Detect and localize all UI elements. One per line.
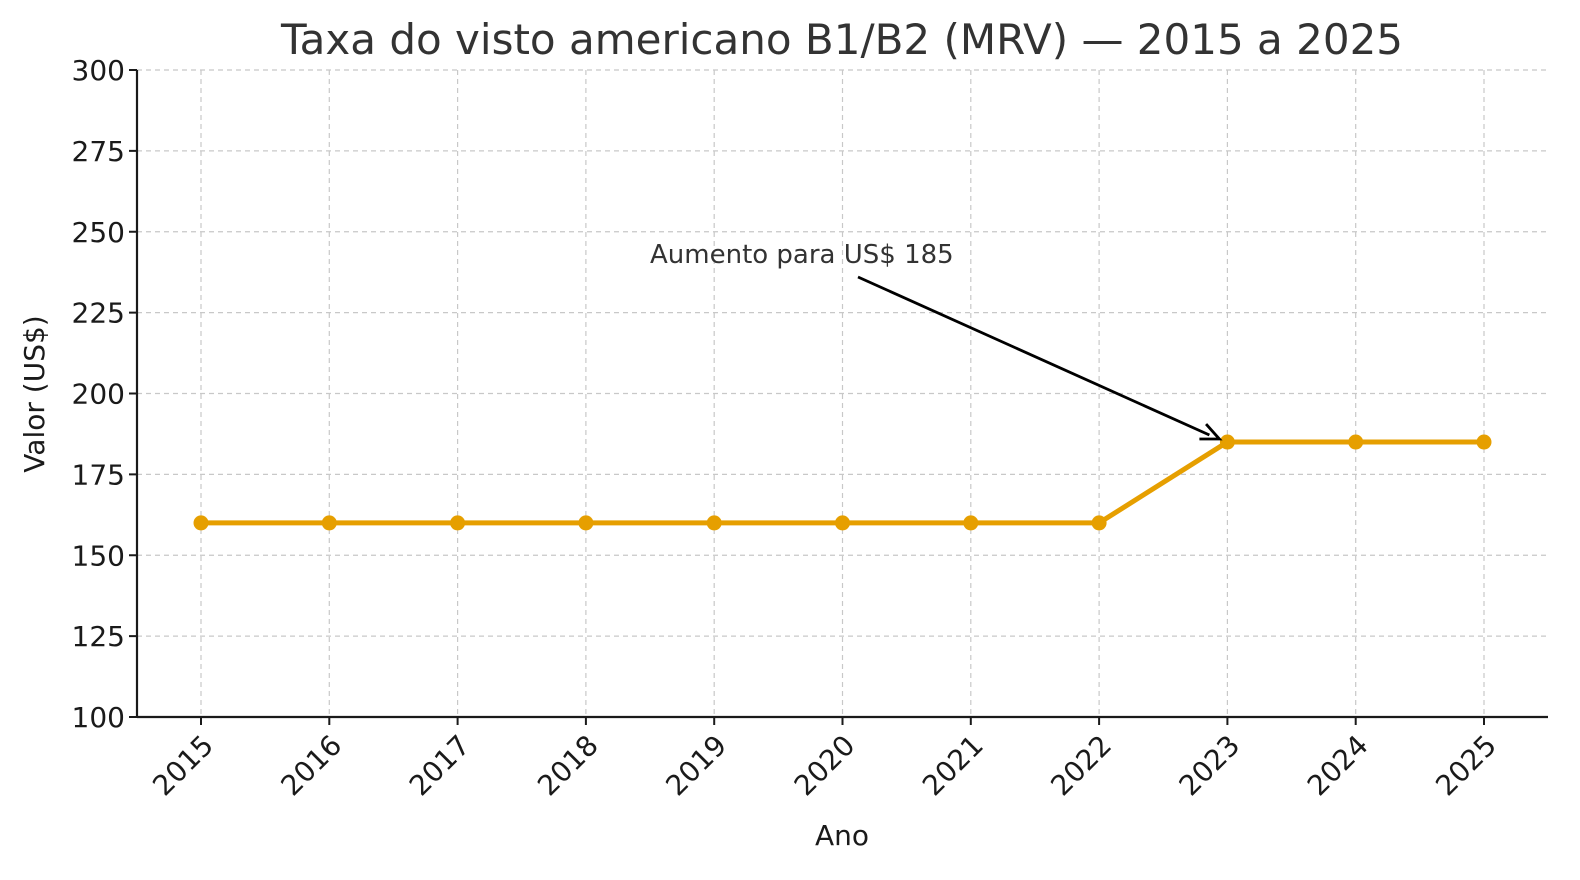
data-point bbox=[1091, 515, 1107, 531]
data-point bbox=[321, 515, 337, 531]
y-tick-label: 175 bbox=[72, 458, 125, 491]
annotation-arrow-head bbox=[1199, 423, 1223, 441]
x-tick-label: 2020 bbox=[788, 729, 862, 803]
x-tick-label: 2017 bbox=[403, 729, 477, 803]
annotation: Aumento para US$ 185 bbox=[650, 240, 1223, 441]
y-tick-label: 250 bbox=[72, 216, 125, 249]
y-tick-label: 275 bbox=[72, 135, 125, 168]
y-tick-label: 125 bbox=[72, 620, 125, 653]
y-tick-label: 300 bbox=[72, 54, 125, 87]
series bbox=[193, 434, 1492, 531]
y-tick-label: 100 bbox=[72, 701, 125, 734]
series-line bbox=[198, 439, 1487, 526]
data-point bbox=[963, 515, 979, 531]
x-tick-label: 2022 bbox=[1044, 729, 1118, 803]
data-point bbox=[1219, 434, 1235, 450]
data-point bbox=[450, 515, 466, 531]
x-tick-label: 2024 bbox=[1301, 729, 1375, 803]
x-axis-label: Ano bbox=[815, 819, 869, 852]
x-tick-label: 2015 bbox=[146, 729, 220, 803]
x-tick-label: 2016 bbox=[275, 729, 349, 803]
x-tick-label: 2025 bbox=[1429, 729, 1503, 803]
annotation-text: Aumento para US$ 185 bbox=[650, 240, 954, 270]
data-point bbox=[193, 515, 209, 531]
x-tick-label: 2021 bbox=[916, 729, 990, 803]
x-tick-label: 2023 bbox=[1173, 729, 1247, 803]
y-axis-label: Valor (US$) bbox=[18, 315, 51, 472]
tick-labels: 100 125 150 175 200 225 250 275 300 2015 2016 2017 2… bbox=[72, 54, 1503, 802]
data-point bbox=[706, 515, 722, 531]
data-point bbox=[1476, 434, 1492, 450]
x-tick-label: 2019 bbox=[659, 729, 733, 803]
data-point bbox=[835, 515, 850, 531]
grid bbox=[137, 69, 1548, 717]
y-tick-label: 200 bbox=[72, 378, 125, 411]
y-tick-label: 150 bbox=[72, 539, 125, 572]
x-tick-label: 2018 bbox=[531, 729, 605, 803]
data-point bbox=[1348, 434, 1364, 450]
chart-title: Taxa do visto americano B1/B2 (MRV) — 20… bbox=[280, 15, 1403, 64]
y-tick-label: 225 bbox=[72, 297, 125, 330]
annotation-arrow-line bbox=[857, 275, 1210, 437]
data-point bbox=[578, 515, 594, 531]
